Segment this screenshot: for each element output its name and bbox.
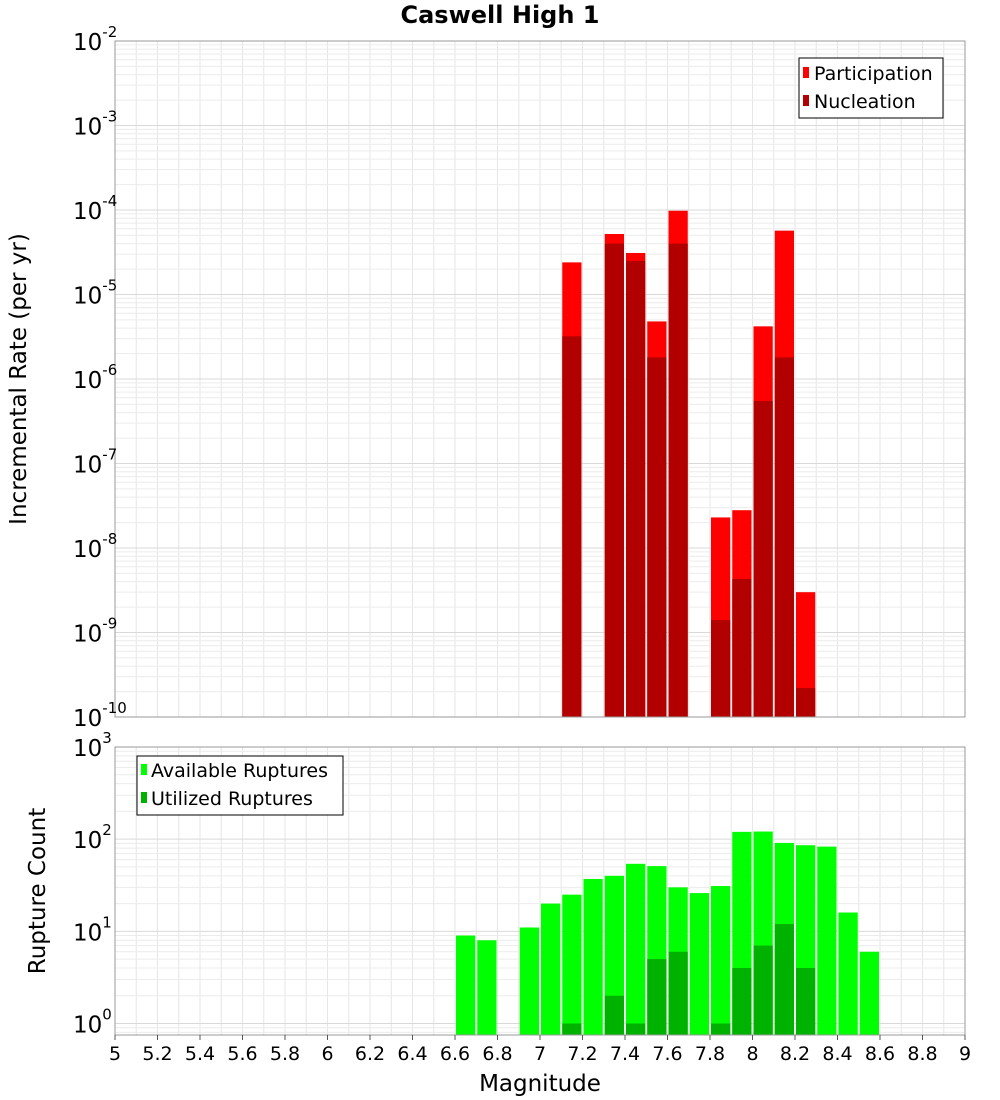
- x-tick-label: 7.6: [652, 1043, 682, 1065]
- chart-title: Caswell High 1: [401, 1, 600, 29]
- top-y-tick-label: 10-5: [73, 277, 117, 310]
- nucleation-legend-swatch: [803, 95, 809, 106]
- bottom-y-tick-label: 101: [73, 913, 112, 946]
- bottom-y-ticks: 100 101 102 103: [73, 729, 112, 1038]
- x-tick-label: 5: [109, 1043, 121, 1065]
- top-y-tick-label: 10-2: [73, 23, 117, 56]
- x-axis-label: Magnitude: [479, 1071, 601, 1097]
- x-tick-label: 6.6: [440, 1043, 470, 1065]
- top-bars: [562, 210, 816, 718]
- x-tick-label: 8: [746, 1043, 758, 1065]
- top-y-axis-label: Incremental Rate (per yr): [6, 233, 32, 525]
- top-y-ticks: 10-10 10-9 10-8 10-7 10-6 10-5 10-4 10-3 10-2: [73, 23, 127, 732]
- bottom-x-ticks: 5 5.2 5.4 5.6 5.8 6 6.2 6.4 6.6 6.8 7 7.2 7.4 7.6 7.8 8…: [109, 1035, 971, 1065]
- bottom-plot: 100 101 102 103 5 5.2 5.4 5.6 5.8 6 6.2 6.4 6.6 6.8 7…: [25, 729, 971, 1097]
- utilized-ruptures-bar: [753, 945, 773, 1035]
- top-legend-box: [798, 57, 944, 119]
- x-tick-label: 5.8: [270, 1043, 300, 1065]
- participation-legend-label: Participation: [814, 63, 933, 85]
- utilized-ruptures-bar: [732, 967, 752, 1035]
- nucleation-bar: [647, 357, 667, 717]
- available-ruptures-bar: [519, 927, 539, 1035]
- top-plot: 10-10 10-9 10-8 10-7 10-6 10-5 10-4 10-3 10-2 In…: [6, 23, 966, 732]
- top-y-tick-label: 10-7: [73, 446, 117, 479]
- available-ruptures-bar: [689, 893, 709, 1035]
- utilized-ruptures-bar: [711, 1023, 731, 1035]
- x-tick-label: 7: [534, 1043, 546, 1065]
- x-tick-label: 6.8: [482, 1043, 512, 1065]
- nucleation-bar: [732, 578, 752, 717]
- nucleation-bar: [711, 620, 731, 717]
- utilized-ruptures-bar: [668, 951, 688, 1035]
- nucleation-bar: [562, 336, 582, 717]
- nucleation-bar: [626, 260, 646, 717]
- x-tick-label: 5.2: [142, 1043, 172, 1065]
- x-tick-label: 5.4: [185, 1043, 215, 1065]
- x-tick-label: 7.2: [567, 1043, 597, 1065]
- utilized-ruptures-bar: [774, 924, 794, 1035]
- bottom-y-tick-label: 103: [73, 729, 112, 762]
- bottom-bars: [456, 831, 879, 1035]
- available-ruptures-bar: [711, 886, 731, 1035]
- top-plot-frame: [114, 40, 966, 718]
- available-ruptures-bar: [562, 894, 582, 1035]
- bottom-y-axis-label: Rupture Count: [25, 808, 51, 974]
- available-ruptures-bar: [477, 940, 497, 1035]
- x-tick-label: 8.2: [780, 1043, 810, 1065]
- x-tick-label: 5.6: [227, 1043, 257, 1065]
- top-y-tick-label: 10-10: [73, 699, 127, 732]
- utilized-ruptures-bar: [626, 1023, 646, 1035]
- available-ruptures-bar: [456, 935, 476, 1035]
- top-y-tick-label: 10-8: [73, 530, 117, 563]
- top-y-tick-label: 10-4: [73, 192, 117, 225]
- nucleation-bar: [774, 357, 794, 717]
- x-tick-label: 7.4: [610, 1043, 640, 1065]
- x-tick-label: 6: [321, 1043, 333, 1065]
- bottom-y-tick-label: 100: [73, 1005, 112, 1038]
- utilized-ruptures-bar: [647, 959, 667, 1035]
- x-tick-label: 6.2: [355, 1043, 385, 1065]
- bottom-legend-box: [136, 755, 344, 816]
- top-y-tick-label: 10-3: [73, 108, 117, 141]
- top-grid: [114, 41, 966, 718]
- nucleation-bar: [668, 243, 688, 718]
- x-tick-label: 8.6: [865, 1043, 895, 1065]
- available-legend-label: Available Ruptures: [151, 760, 328, 782]
- x-tick-label: 9: [959, 1043, 971, 1065]
- bottom-y-tick-label: 102: [73, 821, 112, 854]
- x-tick-label: 8.8: [907, 1043, 937, 1065]
- utilized-legend-label: Utilized Ruptures: [151, 788, 313, 810]
- available-ruptures-bar: [541, 903, 561, 1035]
- nucleation-bar: [604, 243, 624, 718]
- top-legend: Participation Nucleation: [798, 57, 944, 119]
- bottom-legend: Available Ruptures Utilized Ruptures: [136, 755, 344, 816]
- nucleation-bar: [796, 688, 816, 717]
- nucleation-legend-label: Nucleation: [814, 91, 916, 113]
- utilized-ruptures-bar: [796, 967, 816, 1035]
- participation-legend-swatch: [803, 67, 809, 78]
- available-ruptures-bar: [838, 912, 858, 1035]
- available-ruptures-bar: [817, 846, 837, 1035]
- x-tick-label: 8.4: [822, 1043, 852, 1065]
- nucleation-bar: [753, 400, 773, 717]
- available-ruptures-bar: [626, 863, 646, 1035]
- top-y-tick-label: 10-9: [73, 615, 117, 648]
- available-ruptures-bar: [604, 875, 624, 1035]
- top-y-tick-label: 10-6: [73, 361, 117, 394]
- utilized-ruptures-bar: [604, 995, 624, 1035]
- x-tick-label: 6.4: [397, 1043, 427, 1065]
- utilized-legend-swatch: [141, 792, 147, 803]
- available-ruptures-bar: [859, 951, 879, 1035]
- participation-bar: [796, 592, 816, 717]
- utilized-ruptures-bar: [562, 1023, 582, 1035]
- available-legend-swatch: [141, 764, 147, 775]
- available-ruptures-bar: [583, 878, 603, 1035]
- x-tick-label: 7.8: [695, 1043, 725, 1065]
